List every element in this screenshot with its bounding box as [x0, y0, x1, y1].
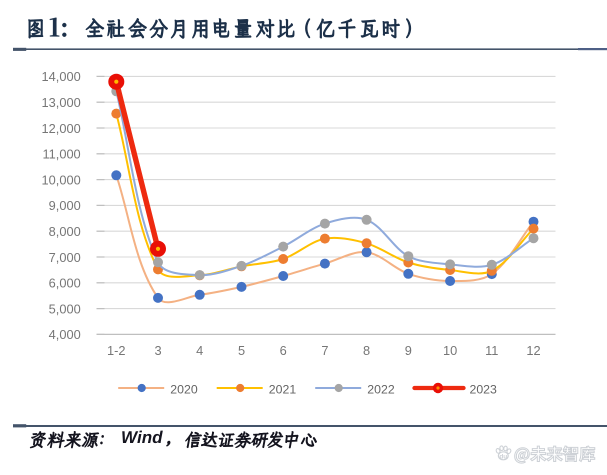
svg-text:5,000: 5,000: [49, 301, 81, 316]
svg-text:11,000: 11,000: [42, 147, 80, 162]
svg-text:9: 9: [405, 343, 412, 358]
svg-text:9,000: 9,000: [49, 198, 81, 213]
svg-text:8: 8: [363, 343, 370, 358]
svg-text:6,000: 6,000: [49, 276, 81, 291]
svg-text:10,000: 10,000: [42, 172, 81, 187]
svg-text:5: 5: [238, 343, 245, 358]
svg-text:11: 11: [485, 343, 498, 358]
svg-text:4: 4: [196, 343, 203, 358]
svg-text:14,000: 14,000: [42, 69, 81, 84]
svg-text:12: 12: [526, 343, 540, 358]
svg-text:4,000: 4,000: [49, 327, 81, 342]
svg-text:12,000: 12,000: [42, 121, 81, 136]
svg-text:2022: 2022: [367, 383, 395, 397]
svg-text:13,000: 13,000: [42, 95, 81, 110]
svg-text:10: 10: [443, 343, 457, 358]
svg-text:2020: 2020: [170, 383, 198, 397]
svg-text:2023: 2023: [470, 383, 498, 397]
svg-text:7: 7: [321, 343, 328, 358]
svg-text:3: 3: [154, 343, 161, 358]
svg-text:8,000: 8,000: [49, 224, 81, 239]
svg-text:7,000: 7,000: [49, 250, 81, 265]
svg-text:du: du: [499, 453, 507, 460]
svg-text:1-2: 1-2: [107, 343, 126, 358]
svg-text:2021: 2021: [269, 383, 297, 397]
svg-text:6: 6: [280, 343, 287, 358]
